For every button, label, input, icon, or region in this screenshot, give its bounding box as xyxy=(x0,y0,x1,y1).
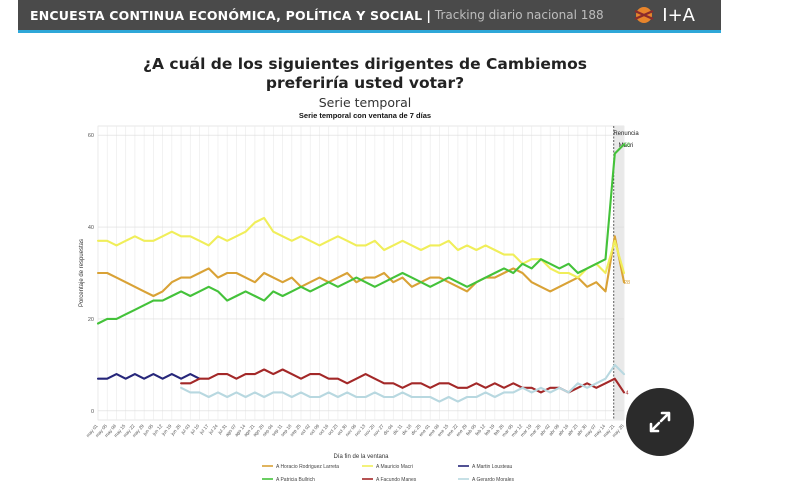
x-tick-label: dic 11 xyxy=(392,423,404,436)
series-line-5 xyxy=(180,368,626,394)
y-tick-label: 40 xyxy=(88,225,94,231)
x-tick-label: jul 17 xyxy=(198,423,210,436)
x-tick-label: jul 31 xyxy=(216,423,228,436)
header-banner: ENCUESTA CONTINUA ECONÓMICA, POLÍTICA Y … xyxy=(18,0,721,33)
x-tick-label: jun 26 xyxy=(169,423,182,437)
logo-text: I+A xyxy=(662,4,695,26)
expand-button[interactable] xyxy=(626,388,694,456)
x-tick-label: nov 27 xyxy=(372,423,385,437)
x-tick-label: dic 25 xyxy=(410,423,422,436)
series-line-3 xyxy=(96,373,201,380)
plot-subtitle: Serie temporal con ventana de 7 días xyxy=(298,111,432,120)
brand-logo: I+A xyxy=(632,4,695,26)
banner-title: ENCUESTA CONTINUA ECONÓMICA, POLÍTICA Y … xyxy=(30,7,423,23)
y-tick-label: 60 xyxy=(88,133,94,139)
x-tick-label: dic 18 xyxy=(401,423,413,436)
series-line-2 xyxy=(96,216,626,279)
chart-title: ¿A cuál de los siguientes dirigentes de … xyxy=(0,55,730,93)
banner-subtitle: Tracking diario nacional 188 xyxy=(434,8,604,22)
legend-label: A Facundo Manes xyxy=(376,477,417,483)
chart-title-line-2: preferiría usted votar? xyxy=(265,74,465,92)
chart-subtitle: Serie temporal xyxy=(318,95,412,110)
annotation-label-line-2: Macri xyxy=(619,143,634,149)
legend-label: A Patricia Bullrich xyxy=(276,477,315,483)
end-value-label: 58 xyxy=(624,142,630,148)
y-axis-label: Porcentaje de respuestas xyxy=(79,239,85,307)
x-tick-label: dic 04 xyxy=(382,423,394,436)
end-value-label: 4 xyxy=(625,390,628,396)
legend-label: A Horacio Rodriguez Larreta xyxy=(276,464,339,470)
legend-label: A Martin Lousteau xyxy=(472,464,513,470)
x-tick-label: jul 03 xyxy=(180,423,192,436)
y-tick-label: 20 xyxy=(88,317,94,323)
legend-label: A Gerardo Morales xyxy=(472,477,514,483)
chart-title-line-1: ¿A cuál de los siguientes dirigentes de … xyxy=(143,55,587,73)
annotation-label-line-1: Renuncia xyxy=(613,131,639,137)
legend-label: A Mauricio Macri xyxy=(376,464,413,470)
series-line-4 xyxy=(96,143,626,325)
banner-separator: | xyxy=(426,7,431,23)
series-line-6 xyxy=(180,363,626,403)
annotation-band xyxy=(613,126,624,420)
x-tick-label: jul 10 xyxy=(189,423,201,436)
logo-mark-icon xyxy=(634,7,654,23)
x-axis-label: Día fin de la ventana xyxy=(333,454,389,460)
end-value-label: 28 xyxy=(624,280,630,286)
y-tick-label: 0 xyxy=(91,409,94,415)
x-tick-label: jul 24 xyxy=(207,423,219,436)
expand-arrows-icon xyxy=(649,411,671,433)
